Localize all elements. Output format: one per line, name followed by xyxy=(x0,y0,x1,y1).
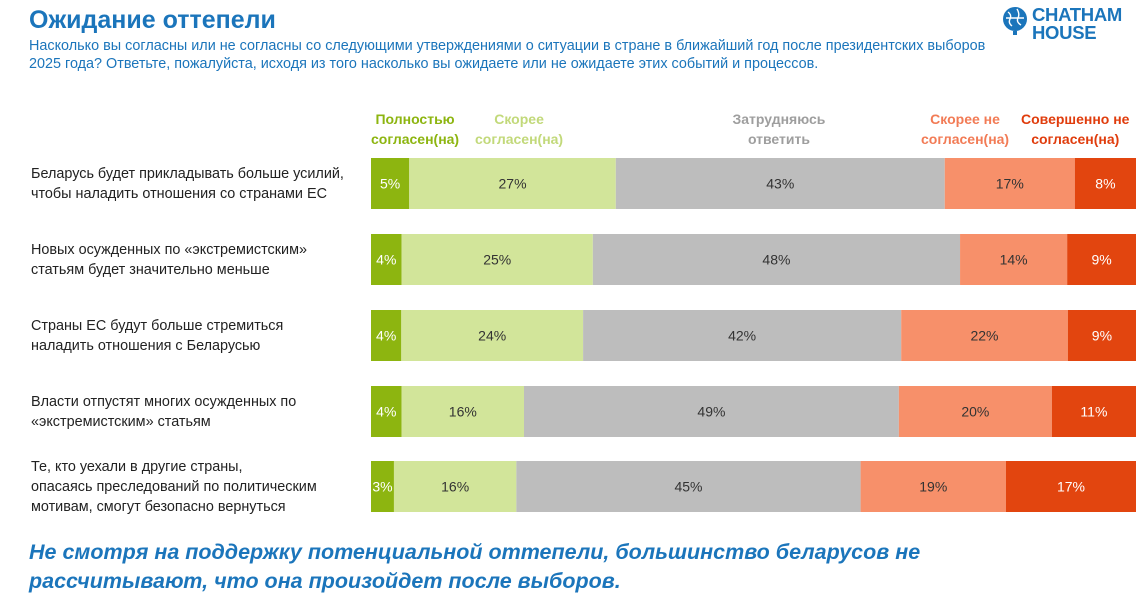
conclusion-text: Не смотря на поддержку потенциальной отт… xyxy=(29,540,921,593)
category-label-line: Власти отпустят многих осужденных по xyxy=(31,393,297,410)
data-label-r4-s1: 4% xyxy=(376,404,396,420)
bar-segment-r1-s2 xyxy=(409,158,616,209)
bar-segment-r3-s5 xyxy=(1067,310,1136,361)
globe-icon xyxy=(1003,7,1027,35)
legend-entry-line: Затрудняюсь xyxy=(732,111,826,127)
data-label-r2-s1: 4% xyxy=(376,252,396,268)
data-label-r5-s1: 3% xyxy=(372,479,392,495)
legend-entry-2: Скорее согласен(на) xyxy=(475,109,563,149)
bar-segment-r5-s1 xyxy=(371,461,394,512)
legend-entry-line: согласен(на) xyxy=(475,131,564,147)
category-label-line: наладить отношения с Беларусью xyxy=(31,337,261,354)
data-label-r4-s2: 16% xyxy=(449,404,477,420)
data-label-r3-s2: 24% xyxy=(478,328,506,344)
category-label-line: Беларусь будет прикладывать больше усили… xyxy=(31,165,344,182)
bar-segment-r1-s5 xyxy=(1074,158,1136,209)
category-label-line: статьям будет значительно меньше xyxy=(31,261,270,278)
bar-segment-r2-s4 xyxy=(960,234,1068,285)
data-label-r1-s3: 43% xyxy=(766,176,794,192)
bar-segment-r5-s2 xyxy=(393,461,517,512)
legend-entry-line: Полностью xyxy=(375,111,455,127)
data-label-r2-s5: 9% xyxy=(1091,252,1111,268)
category-label-4: Власти отпустят многих осужденных по «экс… xyxy=(31,392,351,432)
bar-segment-r2-s2 xyxy=(401,234,593,285)
bar-segment-r1-s4 xyxy=(944,158,1075,209)
bar-segment-r2-s1 xyxy=(371,234,402,285)
category-label-line: мотивам, смогут безопасно вернуться xyxy=(31,498,286,515)
bar-segment-r4-s3 xyxy=(524,386,899,437)
question-text: Насколько вы согласны или не согласны со… xyxy=(29,38,986,72)
data-label-r3-s3: 42% xyxy=(728,328,756,344)
bar-segment-r5-s5 xyxy=(1005,461,1136,512)
data-label-r3-s1: 4% xyxy=(376,328,396,344)
legend-entry-line: ответить xyxy=(747,131,810,147)
data-label-r1-s5: 8% xyxy=(1095,176,1115,192)
bar-segment-r4-s2 xyxy=(401,386,524,437)
bar-segment-r3-s2 xyxy=(401,310,584,361)
data-label-r5-s3: 45% xyxy=(674,479,702,495)
bar-segment-r5-s3 xyxy=(516,461,861,512)
bar-segment-r5-s4 xyxy=(860,461,1006,512)
legend-entry-line: Совершенно не xyxy=(1021,111,1130,127)
bar-segment-r4-s4 xyxy=(898,386,1052,437)
bar-segment-r1-s3 xyxy=(615,158,945,209)
bar-segment-r4-s1 xyxy=(371,386,402,437)
category-label-5: Те, кто уехали в другие страны, опасаясь … xyxy=(31,457,351,517)
chatham-house-logo: CHATHAM HOUSE xyxy=(1002,4,1142,46)
bar-segment-r3-s1 xyxy=(371,310,402,361)
data-label-r3-s5: 9% xyxy=(1092,328,1112,344)
data-label-r5-s4: 19% xyxy=(919,479,947,495)
bar-segment-r3-s3 xyxy=(583,310,902,361)
category-label-3: Страны ЕС будут больше стремиться наладит… xyxy=(31,316,351,356)
legend-entry-3: Затрудняюсь ответить xyxy=(733,109,826,149)
legend-entry-line: согласен(на) xyxy=(371,131,460,147)
category-label-line: «экстремистским» статьям xyxy=(31,413,211,430)
category-label-line: Новых осужденных по «экстремистским» xyxy=(31,241,307,258)
bar-segment-r2-s3 xyxy=(592,234,961,285)
legend-entry-4: Скорее не согласен(на) xyxy=(921,109,1009,149)
data-label-r2-s2: 25% xyxy=(483,252,511,268)
category-label-line: Страны ЕС будут больше стремиться xyxy=(31,317,284,334)
category-label-line: Те, кто уехали в другие страны, xyxy=(31,458,243,475)
logo-line2: HOUSE xyxy=(1032,22,1097,43)
data-label-r1-s1: 5% xyxy=(380,176,400,192)
category-label-line: чтобы наладить отношения со странами ЕС xyxy=(31,185,327,202)
data-label-r4-s3: 49% xyxy=(697,404,725,420)
bar-segment-r1-s1 xyxy=(371,158,410,209)
legend-entry-line: Скорее не xyxy=(930,111,1000,127)
data-label-r2-s3: 48% xyxy=(762,252,790,268)
data-label-r4-s5: 11% xyxy=(1080,404,1107,420)
stacked-bar-chart: 5% 27% 43% 17% 8% 4% 25% 48% 14% 9% 4% 24% 42% 22% 9% 4… xyxy=(371,158,1136,512)
data-label-r1-s2: 27% xyxy=(499,176,527,192)
logo-line1: CHATHAM xyxy=(1032,4,1123,25)
data-label-r3-s4: 22% xyxy=(970,328,998,344)
data-label-r5-s5: 17% xyxy=(1057,479,1085,495)
bar-segment-r4-s5 xyxy=(1051,386,1136,437)
legend-entry-line: согласен(на) xyxy=(1031,131,1120,147)
data-label-r2-s4: 14% xyxy=(1000,252,1028,268)
bar-segment-r3-s4 xyxy=(901,310,1068,361)
data-label-r1-s4: 17% xyxy=(996,176,1024,192)
category-label-line: опасаясь преследований по политическим xyxy=(31,478,317,495)
legend-entry-line: согласен(на) xyxy=(921,131,1010,147)
legend-entry-5: Совершенно не согласен(на) xyxy=(1021,109,1129,149)
legend-entry-1: Полностью согласен(на) xyxy=(371,109,459,149)
legend-entry-line: Скорее xyxy=(494,111,544,127)
category-label-2: Новых осужденных по «экстремистским» стат… xyxy=(31,240,351,280)
data-label-r4-s4: 20% xyxy=(961,404,989,420)
page-title: Ожидание оттепели xyxy=(29,6,276,34)
bar-segment-r2-s5 xyxy=(1067,234,1136,285)
category-label-1: Беларусь будет прикладывать больше усили… xyxy=(31,164,351,204)
data-label-r5-s2: 16% xyxy=(441,479,469,495)
